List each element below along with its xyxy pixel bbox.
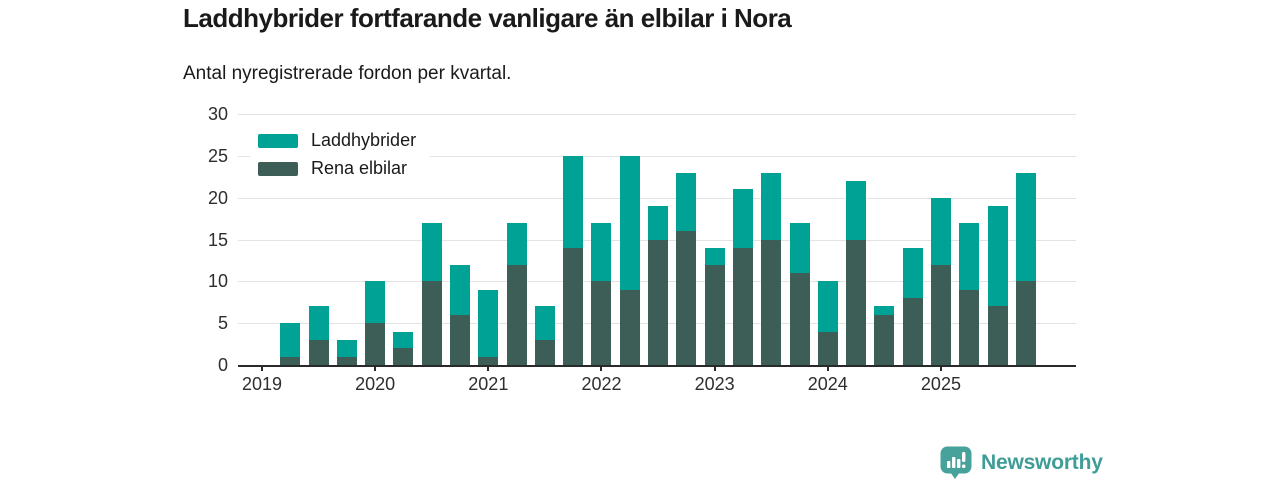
x-axis-label-2023: 2023 — [694, 374, 735, 394]
x-axis-tick-2022 — [600, 365, 603, 371]
y-axis-label-25: 25 — [207, 145, 228, 166]
bar-segment-rena-elbilar — [959, 289, 980, 365]
bar-segment-laddhybrider — [789, 222, 810, 273]
y-axis-label-20: 20 — [207, 187, 228, 208]
y-axis-label-30: 30 — [207, 104, 228, 124]
bar-segment-rena-elbilar — [421, 281, 442, 365]
bar-segment-laddhybrider — [450, 264, 471, 315]
legend-item-rena-elbilar: Rena elbilar — [258, 158, 416, 179]
x-axis-label-2019: 2019 — [241, 374, 283, 394]
bar-segment-laddhybrider — [846, 180, 867, 240]
bar-segment-rena-elbilar — [930, 264, 951, 365]
bar-segment-laddhybrider — [874, 306, 895, 315]
gridline-y20 — [238, 197, 1076, 199]
bar-segment-laddhybrider — [534, 306, 555, 340]
legend-swatch-laddhybrider — [258, 133, 298, 148]
bar-segment-laddhybrider — [959, 222, 980, 290]
newsworthy-logo-text: Newsworthy — [981, 450, 1103, 474]
bar-segment-rena-elbilar — [1015, 281, 1036, 365]
gridline-y25 — [238, 155, 1076, 157]
bar-segment-rena-elbilar — [365, 323, 386, 365]
x-axis-tick-2024 — [826, 365, 829, 371]
x-axis-line — [238, 365, 1076, 367]
y-axis-label-10: 10 — [207, 271, 228, 292]
bar-segment-rena-elbilar — [987, 306, 1008, 365]
legend-label-rena-elbilar: Rena elbilar — [311, 158, 408, 178]
y-axis-label-0: 0 — [217, 355, 228, 375]
y-axis-label-15: 15 — [207, 229, 228, 250]
bar-segment-laddhybrider — [280, 323, 301, 357]
bar-segment-laddhybrider — [393, 331, 414, 349]
bar-segment-laddhybrider — [817, 281, 838, 332]
bar-segment-rena-elbilar — [619, 289, 640, 365]
bar-segment-rena-elbilar — [874, 314, 895, 365]
bar-segment-laddhybrider — [930, 197, 951, 265]
bar-segment-rena-elbilar — [393, 348, 414, 365]
bar-segment-rena-elbilar — [506, 264, 527, 365]
bar-segment-laddhybrider — [987, 206, 1008, 307]
bar-segment-rena-elbilar — [789, 272, 810, 365]
chart-subtitle: Antal nyregistrerade fordon per kvartal. — [183, 63, 512, 84]
chart-title: Laddhybrider fortfarande vanligare än el… — [183, 3, 792, 33]
x-axis-label-2020: 2020 — [355, 374, 396, 394]
bar-segment-laddhybrider — [506, 222, 527, 265]
bar-segment-rena-elbilar — [563, 247, 584, 365]
newsworthy-logo-icon — [940, 446, 972, 479]
bar-segment-laddhybrider — [591, 222, 612, 282]
bar-segment-rena-elbilar — [732, 247, 753, 365]
x-axis-label-2025: 2025 — [920, 374, 961, 394]
bar-segment-laddhybrider — [365, 281, 386, 324]
x-axis-label-2022: 2022 — [581, 374, 622, 394]
legend: Laddhybrider Rena elbilar — [250, 128, 431, 183]
bar-segment-laddhybrider — [676, 172, 697, 232]
plot-area: 0 5 10 15 20 25 30 2019 2020 2021 2022 2023 2024 2025 — [208, 104, 1076, 394]
x-axis-label-2024: 2024 — [807, 374, 848, 394]
legend-swatch-rena-elbilar — [258, 161, 298, 176]
legend-label-laddhybrider: Laddhybrider — [311, 130, 417, 150]
x-axis-tick-2025 — [939, 365, 942, 371]
x-axis-tick-2019 — [261, 365, 263, 371]
gridline-y30 — [238, 114, 1076, 115]
bar-segment-laddhybrider — [619, 155, 640, 290]
y-axis-label-5: 5 — [217, 313, 228, 334]
bar-segment-laddhybrider — [902, 247, 923, 299]
bar-segment-laddhybrider — [478, 289, 499, 357]
bar-segment-rena-elbilar — [450, 314, 471, 365]
bar-segment-laddhybrider — [1015, 172, 1036, 282]
bar-segment-rena-elbilar — [280, 356, 301, 365]
bar-segment-rena-elbilar — [902, 298, 923, 365]
bar-segment-laddhybrider — [336, 339, 357, 357]
bar-segment-rena-elbilar — [308, 339, 329, 365]
bar-segment-rena-elbilar — [336, 356, 357, 365]
bar-segment-rena-elbilar — [761, 239, 782, 365]
x-axis-label-2021: 2021 — [468, 374, 509, 394]
bar-segment-laddhybrider — [421, 222, 442, 282]
bar-segment-laddhybrider — [761, 172, 782, 240]
x-axis-tick-2021 — [487, 365, 490, 371]
bar-segment-laddhybrider — [732, 189, 753, 248]
newsworthy-logo[interactable]: Newsworthy — [940, 446, 1103, 479]
legend-item-laddhybrider: Laddhybrider — [258, 130, 416, 151]
bar-segment-laddhybrider — [563, 155, 584, 248]
bar-segment-rena-elbilar — [704, 264, 725, 365]
bar-segment-rena-elbilar — [478, 356, 499, 365]
bar-segment-rena-elbilar — [648, 239, 669, 365]
x-axis-tick-2023 — [713, 365, 716, 371]
bar-segment-laddhybrider — [704, 247, 725, 265]
bar-segment-rena-elbilar — [591, 281, 612, 365]
bar-segment-rena-elbilar — [846, 239, 867, 365]
bar-segment-rena-elbilar — [817, 331, 838, 365]
bar-segment-laddhybrider — [648, 206, 669, 240]
bar-segment-laddhybrider — [308, 306, 329, 340]
bar-segment-rena-elbilar — [676, 231, 697, 365]
bar-segment-rena-elbilar — [534, 339, 555, 365]
x-axis-tick-2020 — [374, 365, 377, 371]
